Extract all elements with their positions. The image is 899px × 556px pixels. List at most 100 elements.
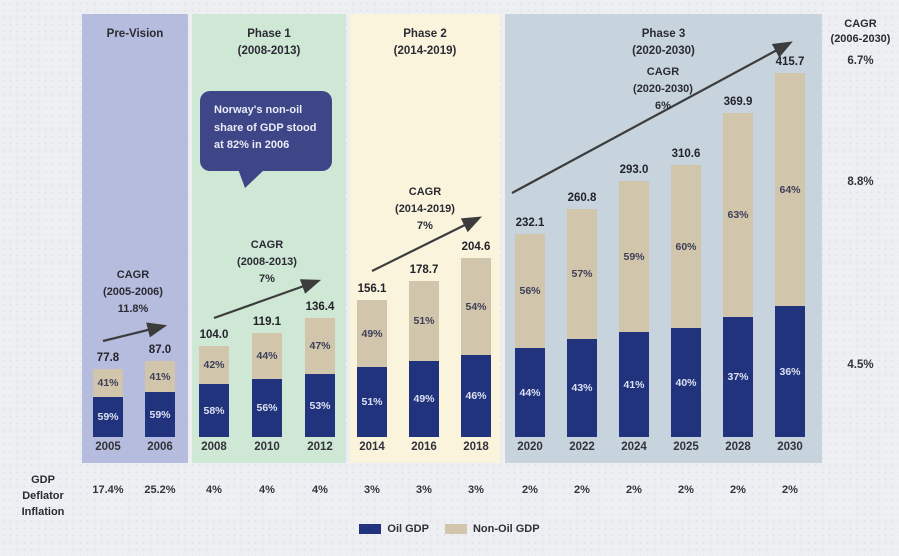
oil-segment: 36% [775,306,805,437]
norway-callout-bubble: Norway's non-oil share of GDP stood at 8… [200,91,332,188]
bar-column: 41% 59% [145,361,175,437]
year-label: 2008 [201,441,227,453]
gdp-deflator-label-line: Deflator [22,490,64,502]
year-label: 2006 [147,441,173,453]
annotation-line: CAGR [250,239,284,251]
bar-total-label: 310.6 [671,148,701,160]
year-label: 2022 [569,441,595,453]
non-oil-segment: 44% [252,333,282,379]
bar-total-label: 87.0 [148,344,172,356]
right-cagr-header-line: (2006-2030) [830,33,891,45]
oil-pct-label: 49% [413,393,435,405]
bar-column: 44% 56% [252,333,282,437]
annotation-line: (2020-2030) [633,83,693,95]
phase-title-line: (2014-2019) [393,45,457,57]
oil-segment: 40% [671,328,701,437]
bar-column: 42% 58% [199,346,229,437]
oil-segment: 59% [93,397,123,437]
non-oil-segment: 64% [775,73,805,306]
year-label: 2018 [463,441,489,453]
bar-column: 54% 46% [461,258,491,437]
deflator-value: 2% [522,484,538,496]
legend: Oil GDP Non-Oil GDP [0,523,899,535]
right-cagr-value-non-oil: 8.8% [847,176,874,188]
bar-total-label: 136.4 [305,301,335,313]
annotation-line: (2005-2006) [103,286,163,298]
bar-total-label: 232.1 [515,217,545,229]
non-oil-pct-label: 57% [571,268,593,280]
bar-total-label: 77.8 [96,352,120,364]
deflator-value: 2% [626,484,642,496]
legend-item-oil-gdp: Oil GDP [359,523,429,535]
oil-segment: 53% [305,374,335,437]
annotation-line: (2014-2019) [395,203,455,215]
bar-column: 59% 41% [619,181,649,437]
deflator-value: 2% [782,484,798,496]
oil-gdp-swatch-icon [359,524,382,534]
deflator-value: 3% [416,484,432,496]
oil-pct-label: 37% [727,371,749,383]
bar-column: 63% 37% [723,113,753,437]
non-oil-pct-label: 60% [675,240,697,253]
legend-label: Oil GDP [387,523,429,535]
right-cagr-value-oil: 4.5% [847,359,874,371]
phase-title-line: (2008-2013) [237,45,301,57]
annotation-line: CAGR [646,66,680,78]
deflator-value: 3% [364,484,380,496]
deflator-value: 3% [468,484,484,496]
annotation-line: 7% [259,273,275,285]
non-oil-segment: 56% [515,234,545,348]
oil-pct-label: 36% [779,365,801,378]
phase-title-line: Phase 1 [247,28,291,40]
bar-total-label: 293.0 [619,164,649,176]
annotation-line: 6% [655,100,671,112]
oil-pct-label: 58% [203,404,225,417]
callout-line: share of GDP stood [214,121,317,134]
non-oil-pct-label: 41% [97,377,119,389]
year-label: 2016 [411,441,437,453]
deflator-value: 4% [312,484,328,496]
bar-total-label: 415.7 [775,56,805,68]
bar-total-label: 104.0 [199,329,229,341]
bar-column: 49% 51% [357,300,387,437]
callout-line: at 82% in 2006 [214,139,290,151]
bar-column: 41% 59% [93,369,123,437]
annotation-line: (2008-2013) [237,256,297,268]
non-oil-pct-label: 47% [309,340,331,352]
deflator-value: 2% [574,484,590,496]
deflator-value: 4% [259,484,275,496]
oil-segment: 49% [409,361,439,437]
non-oil-segment: 47% [305,318,335,374]
year-label: 2005 [95,441,121,453]
gdp-deflator-label-line: Inflation [21,506,65,518]
non-oil-segment: 41% [93,369,123,397]
oil-segment: 51% [357,367,387,437]
right-cagr-header-line: CAGR [844,18,877,30]
annotation-line: CAGR [408,186,442,198]
year-label: 2024 [621,441,647,453]
right-cagr-value-total: 6.7% [847,55,874,67]
deflator-value: 25.2% [144,484,176,496]
non-oil-pct-label: 64% [779,183,801,196]
non-oil-segment: 41% [145,361,175,392]
oil-segment: 43% [567,339,597,437]
oil-segment: 37% [723,317,753,437]
callout-tail [238,169,265,188]
non-oil-pct-label: 54% [465,300,487,313]
cagr-annotation-phase3: CAGR (2020-2030) 6% [607,64,719,115]
oil-pct-label: 56% [256,402,278,414]
non-oil-segment: 57% [567,209,597,339]
cagr-annotation-pre-vision: CAGR (2005-2006) 11.8% [77,267,189,318]
bar-total-label: 156.1 [357,283,387,295]
bar-total-label: 178.7 [409,264,439,276]
bar-column: 64% 36% [775,73,805,437]
oil-pct-label: 53% [309,399,331,412]
cagr-annotation-phase1: CAGR (2008-2013) 7% [211,237,323,288]
deflator-value: 2% [730,484,746,496]
non-oil-pct-label: 51% [413,315,435,327]
deflator-value: 4% [206,484,222,496]
oil-segment: 56% [252,379,282,437]
oil-pct-label: 59% [149,408,171,421]
annotation-line: CAGR [116,269,150,281]
non-oil-segment: 54% [461,258,491,355]
